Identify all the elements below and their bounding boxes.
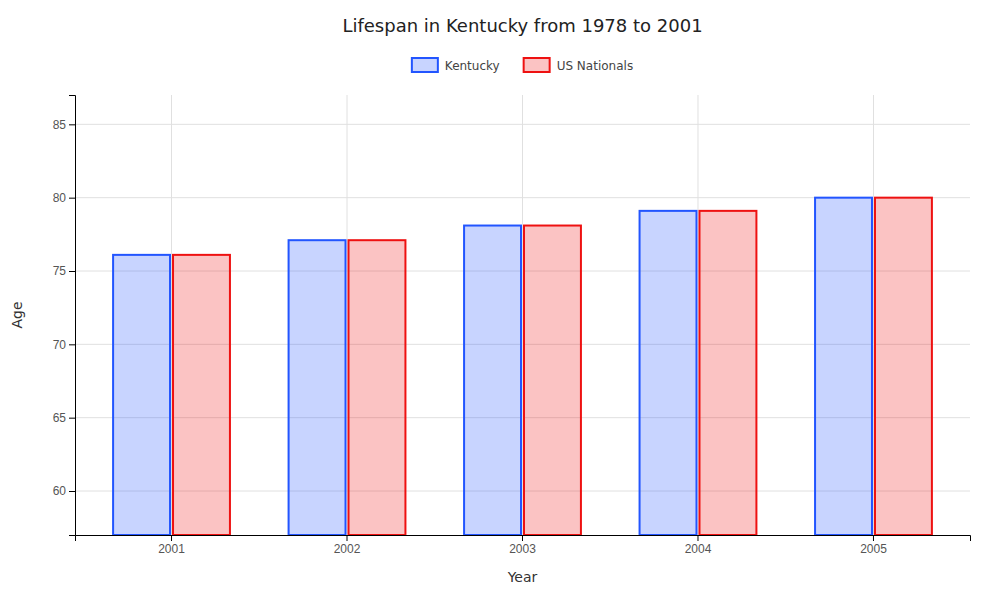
x-tick-label: 2002: [334, 542, 361, 556]
legend-label: Kentucky: [445, 59, 500, 73]
bar: [113, 255, 170, 535]
y-tick: 80: [53, 191, 75, 205]
legend: Kentucky US Nationals: [412, 58, 633, 73]
x-tick-label: 2004: [685, 542, 712, 556]
legend-item: Kentucky: [412, 58, 500, 73]
x-tick-label: 2003: [509, 542, 536, 556]
x-tick-label: 2005: [860, 542, 887, 556]
y-tick: 60: [53, 484, 75, 498]
y-tick-mark: [69, 418, 75, 419]
legend-swatch: [412, 58, 438, 72]
x-axis-title: Year: [507, 569, 538, 585]
y-tick-mark: [69, 271, 75, 272]
grid-line-x: [697, 95, 698, 535]
x-tick: 2002: [334, 535, 361, 556]
grid-line-x: [522, 95, 523, 535]
x-tick: 2005: [860, 535, 887, 556]
y-tick-mark: [69, 491, 75, 492]
y-tick-label: 70: [53, 338, 67, 352]
y-tick-mark: [69, 124, 75, 125]
x-tick-mark: [171, 535, 172, 541]
y-tick-label: 85: [53, 118, 67, 132]
bar: [875, 198, 932, 535]
x-tick-mark: [522, 535, 523, 541]
bar: [815, 198, 872, 535]
legend-item: US Nationals: [524, 58, 633, 73]
legend-label: US Nationals: [557, 59, 633, 73]
legend-swatch: [524, 58, 550, 72]
y-axis: 60 65 70 75 80 85: [53, 96, 76, 536]
y-tick-label: 80: [53, 191, 67, 205]
y-axis-title: Age: [9, 301, 25, 328]
x-tick: 2001: [158, 535, 185, 556]
y-axis-line: [69, 96, 76, 536]
y-tick-mark: [69, 198, 75, 199]
x-tick-mark: [873, 535, 874, 541]
chart: 2001 2002 2003 2004 2005 60 65 70 75 80 85 Year Age L…: [0, 0, 1000, 600]
plot: 2001 2002 2003 2004 2005 60 65 70 75 80 85: [53, 95, 971, 556]
bars: [113, 198, 932, 535]
x-tick: 2004: [685, 535, 712, 556]
grid-line-x: [347, 95, 348, 535]
x-axis: 2001 2002 2003 2004 2005: [76, 535, 971, 556]
bar: [464, 226, 521, 535]
bar: [349, 240, 406, 535]
y-tick-label: 75: [53, 264, 67, 278]
bar: [524, 226, 581, 535]
y-tick: 75: [53, 264, 75, 278]
bar: [640, 211, 697, 535]
bar: [699, 211, 756, 535]
grid: [75, 95, 970, 535]
y-tick-label: 65: [53, 411, 67, 425]
x-tick: 2003: [509, 535, 536, 556]
x-tick-mark: [697, 535, 698, 541]
x-tick-mark: [347, 535, 348, 541]
y-tick-mark: [69, 344, 75, 345]
x-axis-line: [76, 536, 971, 542]
y-tick: 70: [53, 338, 75, 352]
grid-line-x: [873, 95, 874, 535]
grid-line-x: [171, 95, 172, 535]
y-tick: 65: [53, 411, 75, 425]
bar: [289, 240, 346, 535]
title: Lifespan in Kentucky from 1978 to 2001: [342, 15, 702, 36]
x-tick-label: 2001: [158, 542, 185, 556]
y-tick: 85: [53, 118, 75, 132]
y-tick-label: 60: [53, 484, 67, 498]
bar: [173, 255, 230, 535]
